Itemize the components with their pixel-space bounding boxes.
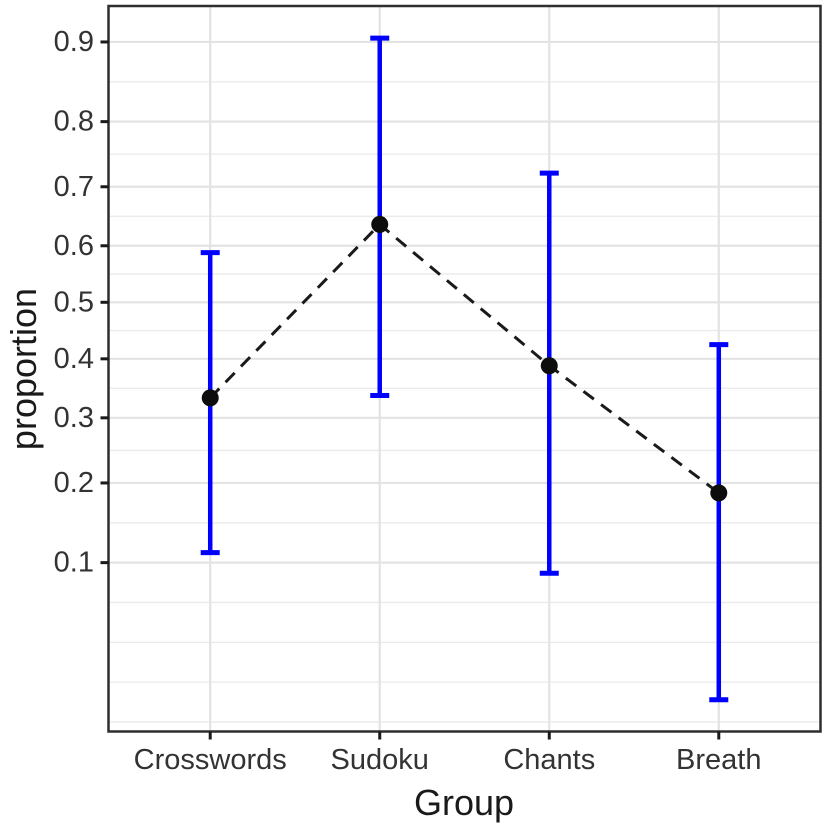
x-tick-label-crosswords: Crosswords <box>134 744 287 776</box>
y-tick-label: 0.2 <box>54 467 94 499</box>
y-tick-label: 0.1 <box>54 547 94 579</box>
panel-border <box>107 4 822 733</box>
y-tick-label: 0.7 <box>54 171 94 203</box>
panel-background <box>108 6 821 732</box>
x-axis-title: Group <box>413 782 515 823</box>
data-point-crosswords <box>201 389 219 407</box>
y-axis-title: proportion <box>3 287 44 451</box>
x-tick-label-sudoku: Sudoku <box>331 744 429 776</box>
data-point-chants <box>540 357 558 375</box>
x-tick-label-breath: Breath <box>676 744 761 776</box>
y-tick-label: 0.3 <box>54 402 94 434</box>
data-point-sudoku <box>371 215 389 233</box>
y-tick-label: 0.8 <box>54 106 94 138</box>
y-tick-label: 0.5 <box>54 286 94 318</box>
y-tick-label: 0.4 <box>54 343 94 375</box>
data-point-breath <box>710 484 728 502</box>
y-tick-label: 0.6 <box>54 230 94 262</box>
y-tick-label: 0.9 <box>54 26 94 58</box>
connector-line <box>209 222 720 495</box>
x-tick-label-chants: Chants <box>503 744 595 776</box>
